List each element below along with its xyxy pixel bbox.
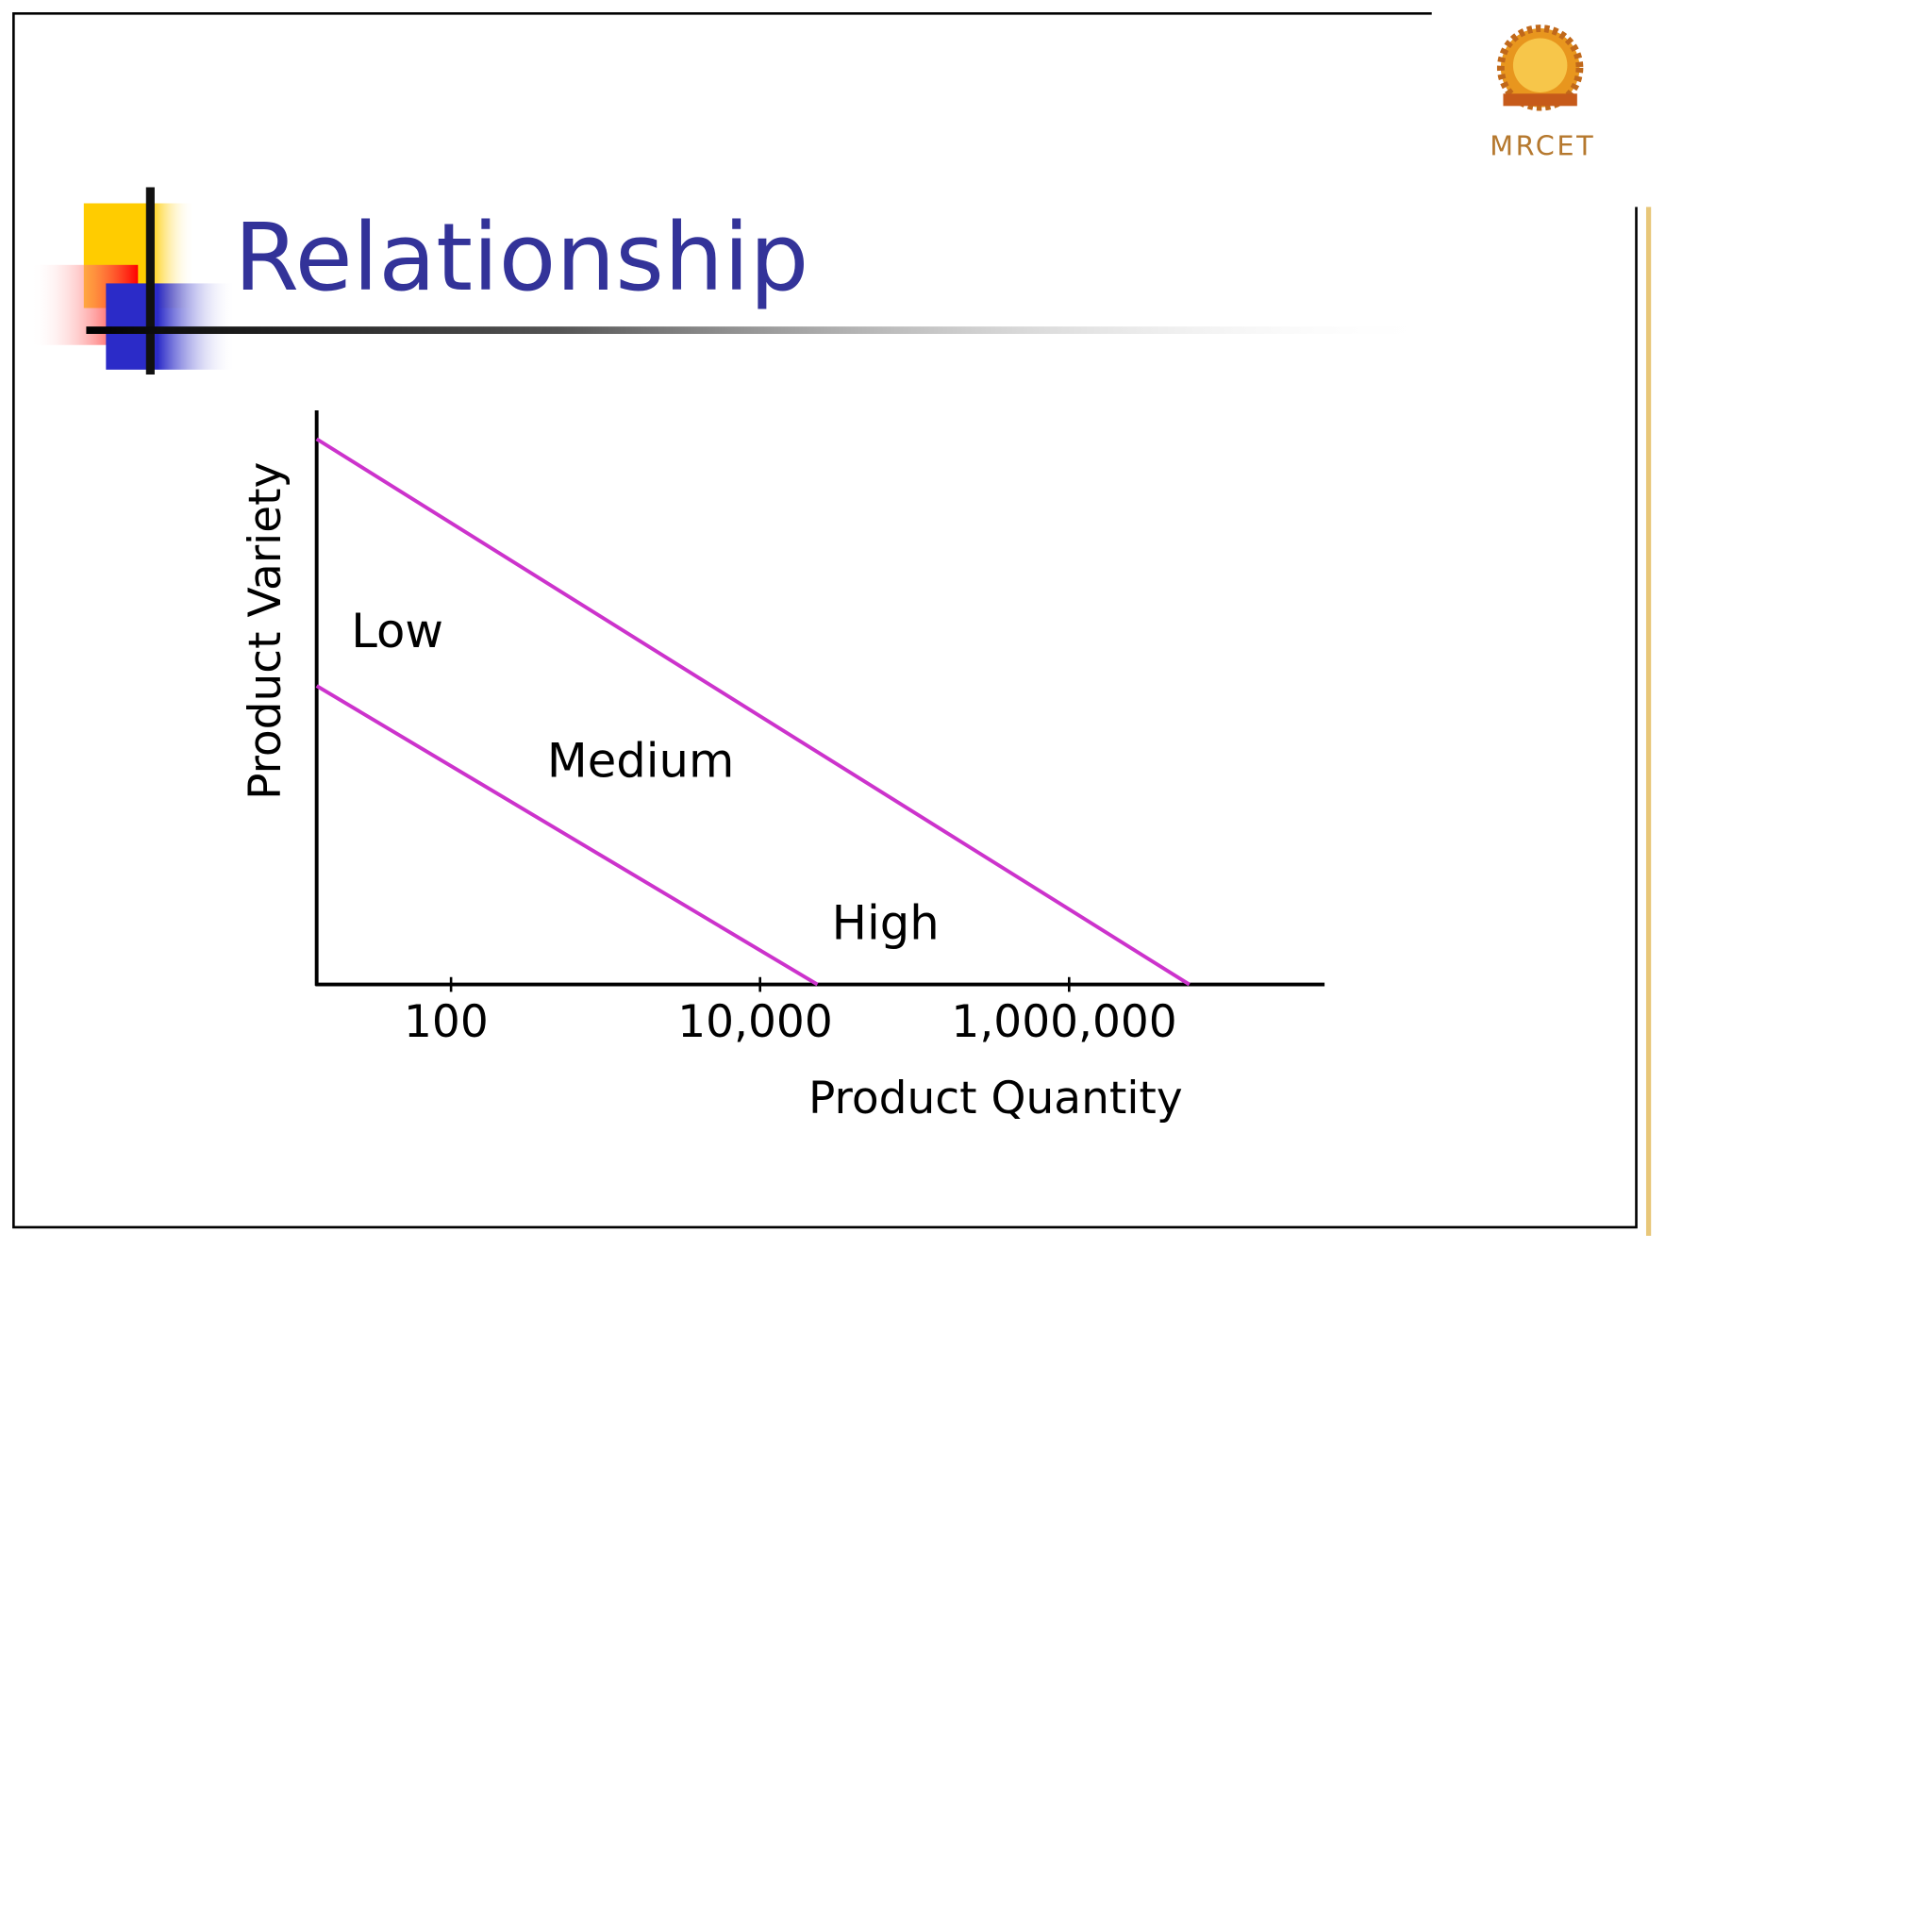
logo: MRCET [1490, 25, 1595, 162]
title-decoration [30, 187, 1442, 375]
boundary-line [315, 684, 819, 987]
boundary-line [315, 437, 1191, 987]
logo-text: MRCET [1490, 130, 1595, 162]
x-tick-label: 10,000 [677, 996, 833, 1048]
region-label: Low [351, 604, 443, 658]
y-axis-label: Product Variety [240, 462, 291, 800]
region-label: Medium [547, 733, 734, 788]
slide-title: Relationship [234, 204, 808, 312]
region-label: High [832, 896, 940, 951]
x-tick-label: 100 [404, 996, 489, 1048]
x-axis-label: Product Quantity [808, 1073, 1183, 1124]
x-tick-label: 1,000,000 [951, 996, 1176, 1048]
slide-frame [12, 12, 1638, 1229]
